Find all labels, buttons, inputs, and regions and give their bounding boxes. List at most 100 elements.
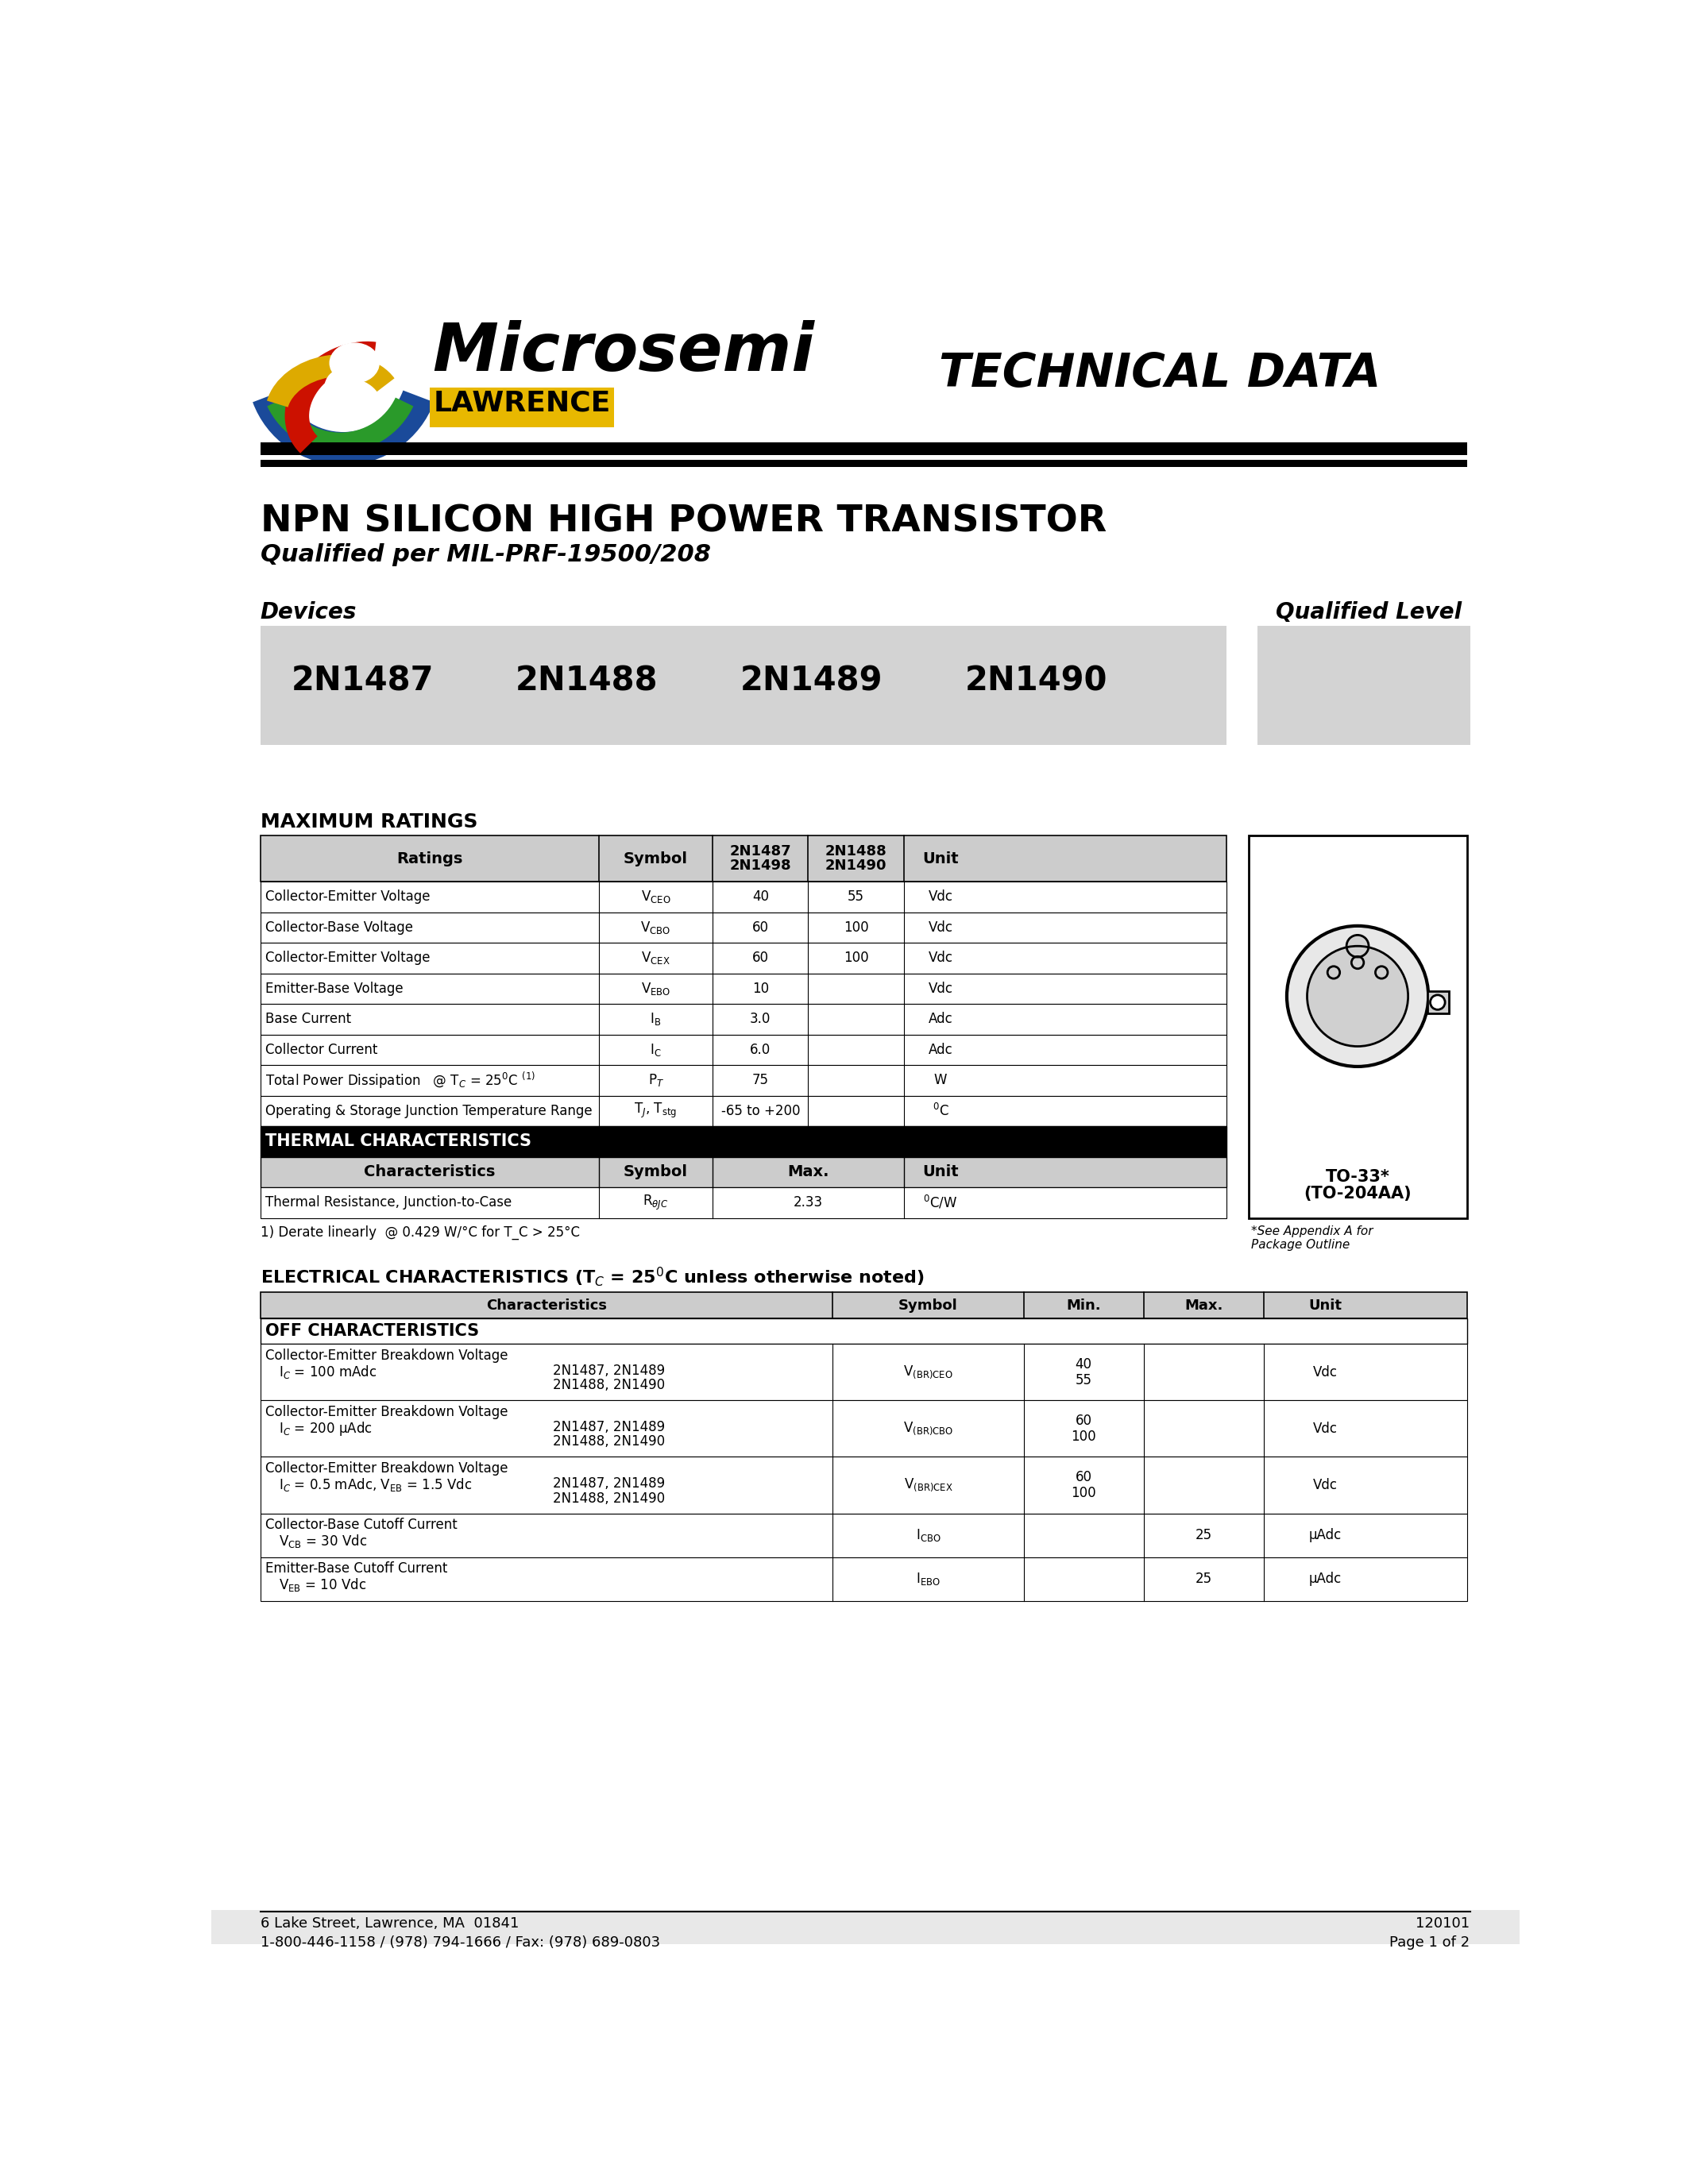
- Text: 40: 40: [753, 889, 768, 904]
- Text: W: W: [933, 1072, 947, 1088]
- Text: 1-800-446-1158 / (978) 794-1666 / Fax: (978) 689-0803: 1-800-446-1158 / (978) 794-1666 / Fax: (…: [260, 1935, 660, 1950]
- Text: I$_C$ = 100 mAdc: I$_C$ = 100 mAdc: [279, 1363, 376, 1380]
- Text: 2N1488: 2N1488: [825, 845, 886, 858]
- Text: 2N1487, 2N1489: 2N1487, 2N1489: [552, 1476, 665, 1492]
- Text: 60: 60: [1075, 1413, 1092, 1428]
- Text: Adc: Adc: [928, 1011, 952, 1026]
- Text: $^0$C: $^0$C: [932, 1103, 949, 1118]
- Text: Max.: Max.: [787, 1164, 829, 1179]
- Bar: [260, 943, 1227, 974]
- Text: Collector-Emitter Breakdown Voltage: Collector-Emitter Breakdown Voltage: [265, 1348, 508, 1363]
- Text: Characteristics: Characteristics: [365, 1164, 495, 1179]
- Text: R$_{\theta JC}$: R$_{\theta JC}$: [643, 1192, 668, 1212]
- Text: Qualified per MIL-PRF-19500/208: Qualified per MIL-PRF-19500/208: [260, 544, 711, 566]
- Text: Collector-Emitter Voltage: Collector-Emitter Voltage: [265, 950, 430, 965]
- Bar: [260, 913, 1227, 943]
- Text: Qualified Level: Qualified Level: [1276, 601, 1462, 625]
- Text: Devices: Devices: [260, 601, 356, 625]
- Text: 75: 75: [753, 1072, 768, 1088]
- Text: T$_J$, T$_{\mathregular{stg}}$: T$_J$, T$_{\mathregular{stg}}$: [635, 1101, 677, 1120]
- Bar: [260, 836, 1227, 882]
- Text: Total Power Dissipation   @ T$_C$ = 25$^0$C $^{(1)}$: Total Power Dissipation @ T$_C$ = 25$^0$…: [265, 1070, 535, 1090]
- Bar: [260, 1035, 1227, 1066]
- Text: 40: 40: [1075, 1356, 1092, 1372]
- Text: Collector-Base Cutoff Current: Collector-Base Cutoff Current: [265, 1518, 457, 1531]
- Text: Symbol: Symbol: [623, 852, 689, 867]
- Text: μAdc: μAdc: [1308, 1572, 1342, 1586]
- Text: V$_{\mathregular{(BR)CBO}}$: V$_{\mathregular{(BR)CBO}}$: [903, 1420, 954, 1437]
- Text: 2N1487, 2N1489: 2N1487, 2N1489: [552, 1363, 665, 1378]
- Text: V$_{\mathregular{CEX}}$: V$_{\mathregular{CEX}}$: [641, 950, 670, 965]
- Bar: [260, 1400, 1467, 1457]
- Bar: [260, 627, 1227, 745]
- Bar: [260, 459, 1467, 467]
- Text: THERMAL CHARACTERISTICS: THERMAL CHARACTERISTICS: [265, 1133, 532, 1149]
- Text: V$_{\mathregular{CB}}$ = 30 Vdc: V$_{\mathregular{CB}}$ = 30 Vdc: [279, 1533, 366, 1551]
- Text: Base Current: Base Current: [265, 1011, 351, 1026]
- Bar: [260, 1557, 1467, 1601]
- Text: Vdc: Vdc: [1313, 1479, 1337, 1492]
- Text: Unit: Unit: [1308, 1297, 1342, 1313]
- Text: 55: 55: [847, 889, 864, 904]
- Text: Collector-Base Voltage: Collector-Base Voltage: [265, 919, 414, 935]
- Text: Vdc: Vdc: [928, 889, 952, 904]
- Text: 2N1487: 2N1487: [290, 664, 434, 697]
- Text: Vdc: Vdc: [1313, 1365, 1337, 1380]
- Text: Page 1 of 2: Page 1 of 2: [1389, 1935, 1470, 1950]
- Text: 100: 100: [1072, 1428, 1096, 1444]
- Text: I$_{\mathregular{CBO}}$: I$_{\mathregular{CBO}}$: [915, 1527, 940, 1544]
- Text: Vdc: Vdc: [928, 919, 952, 935]
- Text: I$_{\mathregular{B}}$: I$_{\mathregular{B}}$: [650, 1011, 662, 1026]
- Bar: [211, 1911, 1519, 1983]
- Text: TO-33*: TO-33*: [1325, 1168, 1389, 1186]
- Text: -65 to +200: -65 to +200: [721, 1103, 800, 1118]
- Bar: [1249, 836, 1467, 1219]
- Text: V$_{\mathregular{EBO}}$: V$_{\mathregular{EBO}}$: [641, 981, 670, 996]
- Bar: [260, 1127, 1227, 1158]
- Text: *See Appendix A for
Package Outline: *See Appendix A for Package Outline: [1251, 1225, 1374, 1251]
- Bar: [1426, 992, 1448, 1013]
- Text: I$_C$ = 0.5 mAdc, V$_{\mathregular{EB}}$ = 1.5 Vdc: I$_C$ = 0.5 mAdc, V$_{\mathregular{EB}}$…: [279, 1476, 473, 1494]
- Text: 60: 60: [1075, 1470, 1092, 1485]
- Text: 2N1488, 2N1490: 2N1488, 2N1490: [552, 1435, 665, 1448]
- Text: 2N1488, 2N1490: 2N1488, 2N1490: [552, 1378, 665, 1393]
- Text: Ratings: Ratings: [397, 852, 463, 867]
- Text: 25: 25: [1195, 1529, 1212, 1542]
- Bar: [260, 1188, 1227, 1219]
- Text: 2N1490: 2N1490: [825, 858, 886, 874]
- Text: 55: 55: [1075, 1374, 1092, 1387]
- Text: I$_{\mathregular{C}}$: I$_{\mathregular{C}}$: [650, 1042, 662, 1057]
- Text: μAdc: μAdc: [1308, 1529, 1342, 1542]
- Bar: [260, 1005, 1227, 1035]
- Text: 60: 60: [753, 950, 768, 965]
- Text: Adc: Adc: [928, 1042, 952, 1057]
- Text: 2N1489: 2N1489: [741, 664, 883, 697]
- Circle shape: [1307, 946, 1408, 1046]
- Text: V$_{\mathregular{CBO}}$: V$_{\mathregular{CBO}}$: [641, 919, 670, 935]
- Text: 25: 25: [1195, 1572, 1212, 1586]
- Text: Collector-Emitter Breakdown Voltage: Collector-Emitter Breakdown Voltage: [265, 1404, 508, 1420]
- Text: 2N1488, 2N1490: 2N1488, 2N1490: [552, 1492, 665, 1505]
- Text: LAWRENCE: LAWRENCE: [434, 389, 611, 417]
- Text: V$_{\mathregular{(BR)CEX}}$: V$_{\mathregular{(BR)CEX}}$: [903, 1476, 952, 1494]
- Text: I$_C$ = 200 μAdc: I$_C$ = 200 μAdc: [279, 1420, 373, 1437]
- Circle shape: [1347, 935, 1369, 957]
- Bar: [260, 1066, 1227, 1096]
- Text: V$_{\mathregular{(BR)CEO}}$: V$_{\mathregular{(BR)CEO}}$: [903, 1365, 954, 1380]
- Text: Characteristics: Characteristics: [486, 1297, 608, 1313]
- Text: 10: 10: [753, 981, 768, 996]
- Text: Collector Current: Collector Current: [265, 1042, 378, 1057]
- Text: V$_{\mathregular{CEO}}$: V$_{\mathregular{CEO}}$: [641, 889, 670, 904]
- Text: P$_T$: P$_T$: [648, 1072, 663, 1088]
- Text: NPN SILICON HIGH POWER TRANSISTOR: NPN SILICON HIGH POWER TRANSISTOR: [260, 505, 1106, 539]
- Text: 2N1487: 2N1487: [729, 845, 792, 858]
- Text: Symbol: Symbol: [623, 1164, 689, 1179]
- Text: Collector-Emitter Voltage: Collector-Emitter Voltage: [265, 889, 430, 904]
- Text: Microsemi: Microsemi: [432, 321, 815, 384]
- Text: 2N1488: 2N1488: [517, 664, 658, 697]
- Bar: [429, 387, 614, 428]
- Text: I$_{\mathregular{EBO}}$: I$_{\mathregular{EBO}}$: [917, 1570, 940, 1588]
- Text: Symbol: Symbol: [898, 1297, 957, 1313]
- Text: 120101: 120101: [1416, 1915, 1470, 1931]
- Text: 100: 100: [1072, 1485, 1096, 1500]
